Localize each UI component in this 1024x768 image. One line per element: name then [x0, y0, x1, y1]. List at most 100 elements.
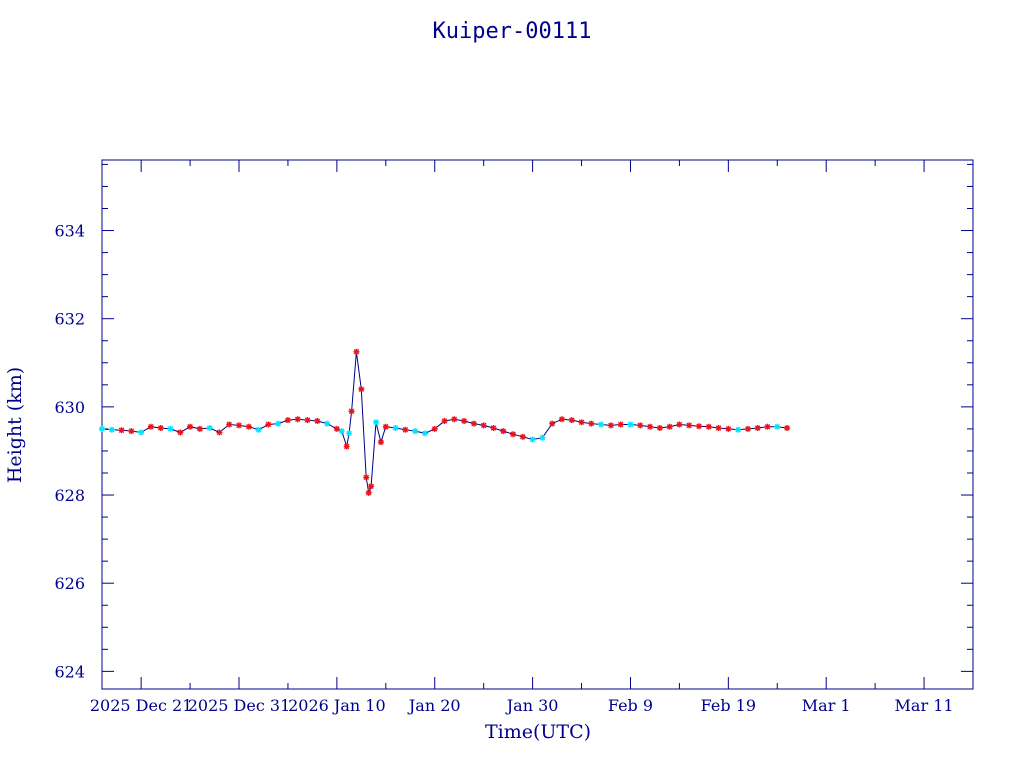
- data-point: [377, 439, 384, 446]
- data-point: [666, 423, 673, 430]
- data-point: [578, 419, 585, 426]
- series-markers: [99, 348, 791, 496]
- data-point: [480, 422, 487, 429]
- data-point: [705, 423, 712, 430]
- x-tick-label: 2025 Dec 21: [90, 696, 193, 715]
- data-point: [744, 425, 751, 432]
- data-point: [451, 416, 458, 423]
- data-point: [441, 417, 448, 424]
- data-point: [294, 416, 301, 423]
- data-point: [284, 417, 291, 424]
- data-point: [774, 423, 781, 430]
- data-point: [549, 420, 556, 427]
- y-axis: 624 626 628 630 632 634: [54, 163, 973, 681]
- data-point: [368, 483, 375, 490]
- data-point: [568, 417, 575, 424]
- y-tick-label: 626: [54, 574, 85, 593]
- data-point: [187, 423, 194, 430]
- data-point: [784, 425, 791, 432]
- data-point: [304, 417, 311, 424]
- data-point: [392, 425, 399, 432]
- data-point: [118, 427, 125, 434]
- data-point: [373, 419, 380, 426]
- x-tick-label: 2025 Dec 31: [188, 696, 291, 715]
- data-point: [510, 431, 517, 438]
- y-tick-label: 630: [54, 398, 85, 417]
- x-tick-label: Jan 30: [505, 696, 559, 715]
- x-tick-label: 2026 Jan 10: [288, 696, 386, 715]
- chart-title: Kuiper-00111: [433, 19, 592, 44]
- data-point: [529, 436, 536, 443]
- data-point: [519, 433, 526, 440]
- data-point: [412, 428, 419, 435]
- y-tick-label: 628: [54, 486, 85, 505]
- data-point: [128, 428, 135, 435]
- x-tick-label: Jan 20: [407, 696, 461, 715]
- data-point: [338, 428, 345, 435]
- data-point: [539, 434, 546, 441]
- data-point: [147, 423, 154, 430]
- data-point: [715, 425, 722, 432]
- data-point: [637, 422, 644, 429]
- x-tick-label: Mar 11: [895, 696, 954, 715]
- data-point: [346, 430, 353, 437]
- data-point: [402, 426, 409, 433]
- y-tick-label: 624: [54, 662, 85, 681]
- data-point: [365, 489, 372, 496]
- data-point: [617, 421, 624, 428]
- data-point: [216, 429, 223, 436]
- data-point: [627, 421, 634, 428]
- data-point: [358, 386, 365, 393]
- data-point: [461, 417, 468, 424]
- data-point: [236, 422, 243, 429]
- y-tick-label: 634: [54, 222, 85, 241]
- data-point: [676, 421, 683, 428]
- data-point: [157, 425, 164, 432]
- data-point: [138, 429, 145, 436]
- data-point: [333, 425, 340, 432]
- data-point: [348, 408, 355, 415]
- data-point: [421, 430, 428, 437]
- data-point: [686, 422, 693, 429]
- data-point: [647, 423, 654, 430]
- x-axis-label: Time(UTC): [485, 721, 591, 743]
- plot-frame: [101, 159, 974, 690]
- data-point: [255, 426, 262, 433]
- data-point: [382, 423, 389, 430]
- data-point: [735, 426, 742, 433]
- data-point: [695, 423, 702, 430]
- data-point: [275, 420, 282, 427]
- data-point: [598, 421, 605, 428]
- data-point: [607, 422, 614, 429]
- data-point: [500, 428, 507, 435]
- data-point: [206, 425, 213, 432]
- data-point: [764, 423, 771, 430]
- data-point: [725, 425, 732, 432]
- data-point: [99, 425, 105, 432]
- data-point: [754, 425, 761, 432]
- x-tick-label: Feb 19: [701, 696, 756, 715]
- data-point: [470, 420, 477, 427]
- data-point: [177, 429, 184, 436]
- data-point: [108, 426, 115, 433]
- data-point: [265, 421, 272, 428]
- data-point: [196, 425, 203, 432]
- data-point: [324, 420, 331, 427]
- data-point: [167, 425, 174, 432]
- y-axis-label: Height (km): [4, 367, 26, 483]
- data-point: [226, 421, 233, 428]
- data-point: [343, 443, 350, 450]
- data-point: [656, 425, 663, 432]
- data-point: [314, 417, 321, 424]
- data-point: [353, 348, 360, 355]
- data-point: [490, 425, 497, 432]
- data-point: [245, 423, 252, 430]
- data-point: [588, 420, 595, 427]
- data-point: [558, 416, 565, 423]
- y-tick-label: 632: [54, 310, 85, 329]
- x-tick-label: Feb 9: [608, 696, 653, 715]
- data-point: [431, 425, 438, 432]
- data-point: [363, 474, 370, 481]
